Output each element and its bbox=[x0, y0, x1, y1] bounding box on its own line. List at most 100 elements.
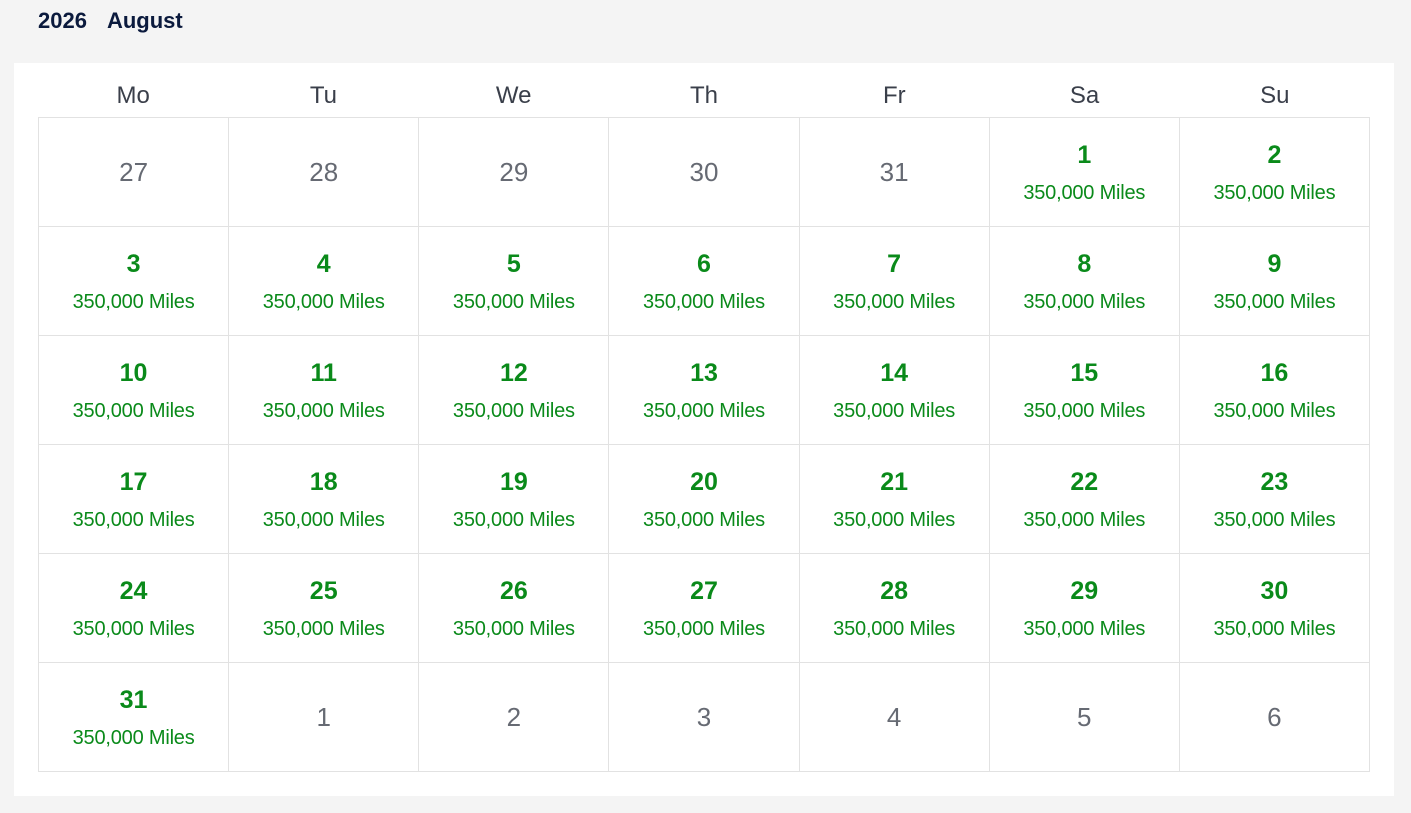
calendar-header: 2026 August bbox=[38, 6, 183, 36]
miles-price: 350,000 Miles bbox=[452, 617, 575, 640]
miles-price: 350,000 Miles bbox=[1213, 508, 1336, 531]
calendar-day-cell[interactable]: 28 350,000 Miles bbox=[799, 554, 990, 663]
day-number: 19 bbox=[499, 467, 528, 496]
day-number: 22 bbox=[1070, 467, 1099, 496]
calendar-day-cell-outside-month: 1 bbox=[229, 663, 420, 772]
miles-price: 350,000 Miles bbox=[833, 399, 956, 422]
day-number: 15 bbox=[1070, 358, 1099, 387]
calendar-day-cell[interactable]: 25 350,000 Miles bbox=[229, 554, 420, 663]
day-number: 1 bbox=[316, 702, 331, 732]
calendar-day-cell[interactable]: 27 350,000 Miles bbox=[609, 554, 800, 663]
calendar-day-cell[interactable]: 17 350,000 Miles bbox=[39, 445, 230, 554]
day-number: 4 bbox=[316, 249, 331, 278]
miles-price: 350,000 Miles bbox=[1023, 508, 1146, 531]
weekday-header-row: Mo Tu We Th Fr Sa Su bbox=[38, 75, 1370, 117]
miles-price: 350,000 Miles bbox=[72, 726, 195, 749]
calendar-day-cell[interactable]: 30 350,000 Miles bbox=[1179, 554, 1370, 663]
miles-price: 350,000 Miles bbox=[833, 617, 956, 640]
day-number: 3 bbox=[696, 702, 712, 732]
calendar-day-cell[interactable]: 9 350,000 Miles bbox=[1179, 227, 1370, 336]
day-number: 30 bbox=[1260, 576, 1289, 605]
calendar-day-cell[interactable]: 14 350,000 Miles bbox=[799, 336, 990, 445]
day-number: 14 bbox=[880, 358, 909, 387]
weekday-label: Fr bbox=[882, 82, 906, 109]
miles-price: 350,000 Miles bbox=[643, 617, 765, 640]
calendar-day-cell[interactable]: 6 350,000 Miles bbox=[609, 227, 800, 336]
miles-price: 350,000 Miles bbox=[262, 508, 385, 531]
day-number: 4 bbox=[886, 702, 902, 732]
day-number: 18 bbox=[309, 467, 338, 496]
day-number: 6 bbox=[1267, 702, 1282, 732]
day-number: 1 bbox=[1077, 140, 1092, 169]
day-number: 31 bbox=[119, 685, 148, 714]
calendar-day-cell[interactable]: 16 350,000 Miles bbox=[1179, 336, 1370, 445]
calendar-day-cell[interactable]: 5 350,000 Miles bbox=[419, 227, 610, 336]
calendar-day-cell[interactable]: 31 350,000 Miles bbox=[39, 663, 230, 772]
calendar-day-cell[interactable]: 11 350,000 Miles bbox=[229, 336, 420, 445]
weekday-label: Th bbox=[689, 82, 718, 109]
miles-price: 350,000 Miles bbox=[72, 290, 195, 313]
day-number: 27 bbox=[690, 576, 718, 605]
calendar-day-cell[interactable]: 24 350,000 Miles bbox=[39, 554, 230, 663]
calendar-day-cell-outside-month: 27 bbox=[39, 118, 230, 227]
miles-price: 350,000 Miles bbox=[452, 290, 575, 313]
day-number: 6 bbox=[697, 249, 711, 278]
calendar-day-cell[interactable]: 2 350,000 Miles bbox=[1179, 118, 1370, 227]
miles-price: 350,000 Miles bbox=[452, 399, 575, 422]
calendar-day-cell-outside-month: 6 bbox=[1179, 663, 1370, 772]
calendar-day-cell[interactable]: 8 350,000 Miles bbox=[989, 227, 1180, 336]
calendar-day-cell[interactable]: 13 350,000 Miles bbox=[609, 336, 800, 445]
calendar-day-cell[interactable]: 1 350,000 Miles bbox=[989, 118, 1180, 227]
day-number: 9 bbox=[1267, 249, 1282, 278]
day-number: 25 bbox=[309, 576, 338, 605]
miles-price: 350,000 Miles bbox=[262, 290, 385, 313]
calendar-grid: 27 28 29 30 31 1 350,000 Miles 2 350,000 Miles 3 3… bbox=[38, 117, 1370, 772]
weekday-label: Tu bbox=[309, 82, 337, 109]
calendar-day-cell[interactable]: 7 350,000 Miles bbox=[799, 227, 990, 336]
month-label: August bbox=[106, 8, 183, 33]
day-number: 24 bbox=[119, 576, 148, 605]
calendar-day-cell-outside-month: 30 bbox=[609, 118, 800, 227]
calendar-day-cell-outside-month: 5 bbox=[989, 663, 1180, 772]
miles-price: 350,000 Miles bbox=[1213, 181, 1336, 204]
calendar-day-cell[interactable]: 3 350,000 Miles bbox=[39, 227, 230, 336]
calendar-day-cell[interactable]: 23 350,000 Miles bbox=[1179, 445, 1370, 554]
day-number: 30 bbox=[689, 157, 719, 187]
weekday-label: Sa bbox=[1069, 82, 1100, 109]
day-number: 28 bbox=[309, 157, 339, 187]
day-number: 21 bbox=[880, 467, 909, 496]
miles-price: 350,000 Miles bbox=[72, 508, 195, 531]
day-number: 13 bbox=[690, 358, 718, 387]
calendar-day-cell[interactable]: 12 350,000 Miles bbox=[419, 336, 610, 445]
miles-price: 350,000 Miles bbox=[643, 508, 765, 531]
calendar-day-cell-outside-month: 3 bbox=[609, 663, 800, 772]
calendar-day-cell[interactable]: 4 350,000 Miles bbox=[229, 227, 420, 336]
miles-price: 350,000 Miles bbox=[1023, 617, 1146, 640]
miles-price: 350,000 Miles bbox=[833, 290, 956, 313]
day-number: 2 bbox=[1267, 140, 1282, 169]
calendar-day-cell[interactable]: 10 350,000 Miles bbox=[39, 336, 230, 445]
miles-price: 350,000 Miles bbox=[72, 617, 195, 640]
calendar-day-cell[interactable]: 15 350,000 Miles bbox=[989, 336, 1180, 445]
day-number: 27 bbox=[119, 157, 149, 187]
calendar-day-cell[interactable]: 20 350,000 Miles bbox=[609, 445, 800, 554]
day-number: 8 bbox=[1077, 249, 1092, 278]
day-number: 11 bbox=[310, 358, 337, 387]
day-number: 20 bbox=[690, 467, 718, 496]
calendar-day-cell[interactable]: 26 350,000 Miles bbox=[419, 554, 610, 663]
calendar-day-cell[interactable]: 18 350,000 Miles bbox=[229, 445, 420, 554]
calendar-day-cell-outside-month: 4 bbox=[799, 663, 990, 772]
calendar-day-cell[interactable]: 22 350,000 Miles bbox=[989, 445, 1180, 554]
miles-price: 350,000 Miles bbox=[1023, 181, 1146, 204]
miles-price: 350,000 Miles bbox=[833, 508, 956, 531]
calendar-day-cell-outside-month: 28 bbox=[229, 118, 420, 227]
miles-price: 350,000 Miles bbox=[72, 399, 195, 422]
miles-price: 350,000 Miles bbox=[1213, 399, 1336, 422]
calendar-day-cell[interactable]: 29 350,000 Miles bbox=[989, 554, 1180, 663]
year-label: 2026 bbox=[38, 8, 87, 33]
miles-price: 350,000 Miles bbox=[1023, 399, 1146, 422]
calendar-day-cell[interactable]: 21 350,000 Miles bbox=[799, 445, 990, 554]
miles-price: 350,000 Miles bbox=[1213, 290, 1336, 313]
miles-price: 350,000 Miles bbox=[262, 399, 385, 422]
calendar-day-cell[interactable]: 19 350,000 Miles bbox=[419, 445, 610, 554]
